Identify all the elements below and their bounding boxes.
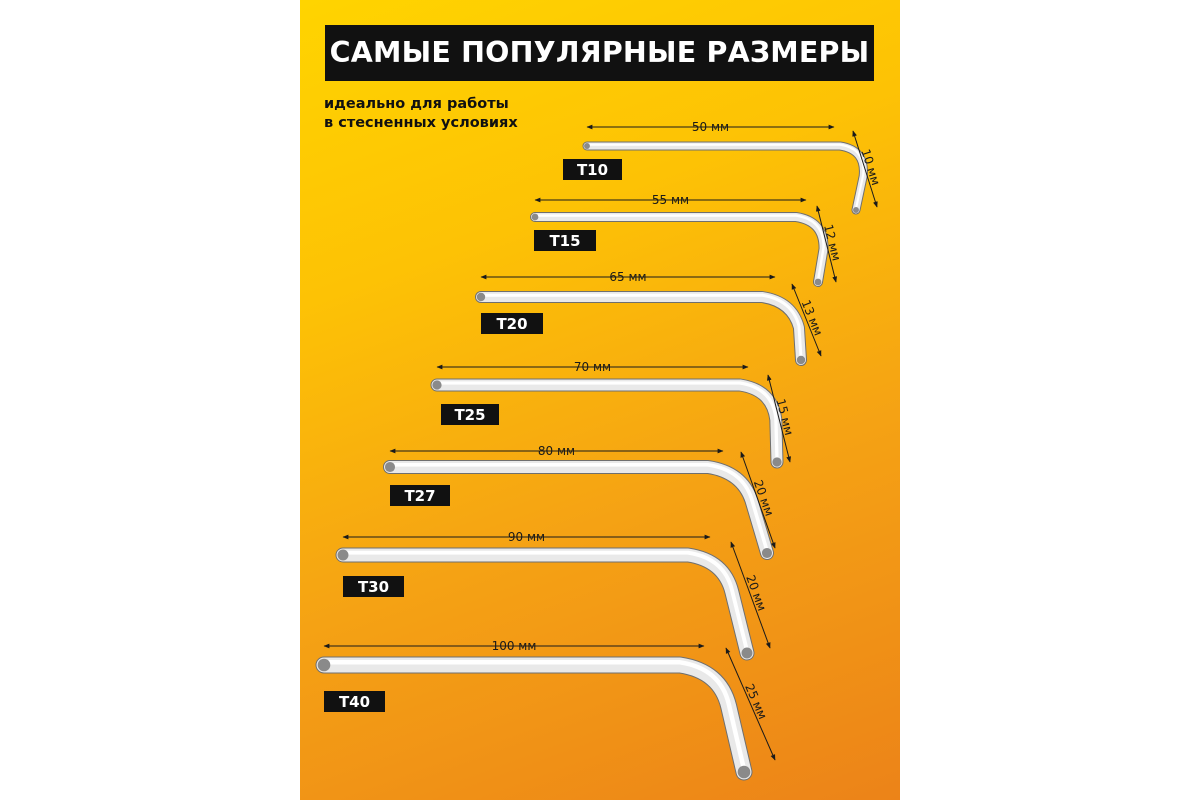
wrench-t40: 100 мм 25 мм T40: [315, 639, 776, 781]
long-dimension-label: 70 мм: [574, 360, 611, 374]
size-label: T25: [454, 406, 485, 424]
torx-tip-short: [761, 547, 773, 559]
torx-tip-long: [584, 143, 590, 149]
torx-tip-long: [384, 461, 396, 473]
wrench-body: [336, 548, 754, 660]
torx-tip-short: [814, 278, 822, 286]
size-label-box: [441, 404, 499, 425]
wrench-outline: [315, 656, 753, 781]
long-dimension-label: 50 мм: [692, 120, 729, 134]
size-label-box: [324, 691, 385, 712]
long-dimension-label: 55 мм: [652, 193, 689, 207]
wrench-highlight: [321, 660, 747, 772]
torx-tip-long: [476, 292, 486, 302]
torx-tip-short: [737, 765, 751, 779]
size-label: T10: [577, 161, 608, 179]
torx-tip-short: [741, 647, 753, 659]
short-dimension-line: [730, 541, 771, 649]
wrench-t30: 90 мм 20 мм T30: [335, 530, 771, 661]
banner-subtitle: идеально для работы в стесненных условия…: [324, 95, 518, 133]
torx-tip-long: [337, 549, 349, 561]
size-label-box: [563, 159, 622, 180]
size-label: T30: [358, 578, 389, 596]
wrench-highlight: [585, 143, 865, 210]
long-dimension-label: 90 мм: [508, 530, 545, 544]
size-label: T15: [549, 232, 580, 250]
short-dimension-line: [740, 451, 776, 549]
torx-tip-long: [317, 658, 331, 672]
torx-tip-short: [853, 207, 859, 213]
wrench-body: [316, 657, 752, 780]
long-dimension-label: 100 мм: [492, 639, 537, 653]
size-label-box: [534, 230, 596, 251]
long-dimension-label: 80 мм: [538, 444, 575, 458]
subtitle-line-2: в стесненных условиях: [324, 115, 518, 131]
short-dimension-label: 25 мм: [742, 682, 770, 722]
size-label: T40: [339, 693, 370, 711]
size-label-box: [390, 485, 450, 506]
short-dimension-line: [725, 647, 776, 761]
wrench-outline: [335, 547, 755, 661]
torx-tip-short: [772, 457, 782, 467]
size-label-box: [343, 576, 404, 597]
size-label: T27: [404, 487, 435, 505]
subtitle-line-1: идеально для работы: [324, 96, 509, 112]
wrench-highlight: [341, 550, 749, 653]
banner-title: САМЫЕ ПОПУЛЯРНЫЕ РАЗМЕРЫ: [325, 25, 874, 81]
wrench-body: [384, 461, 773, 559]
torx-tip-long: [432, 380, 442, 390]
product-banner: САМЫЕ ПОПУЛЯРНЫЕ РАЗМЕРЫ идеально для ра…: [300, 0, 900, 800]
torx-tip-short: [796, 355, 806, 365]
size-label: T20: [496, 315, 527, 333]
size-label-box: [481, 313, 543, 334]
short-dimension-line: [791, 283, 822, 357]
wrench-outline: [383, 460, 774, 560]
short-dimension-line: [815, 205, 838, 283]
wrench-highlight: [388, 462, 769, 553]
short-dimension-line: [852, 130, 878, 208]
short-dimension-line: [766, 374, 792, 463]
torx-tip-long: [531, 213, 539, 221]
short-dimension-label: 20 мм: [743, 573, 769, 613]
long-dimension-label: 65 мм: [609, 270, 646, 284]
